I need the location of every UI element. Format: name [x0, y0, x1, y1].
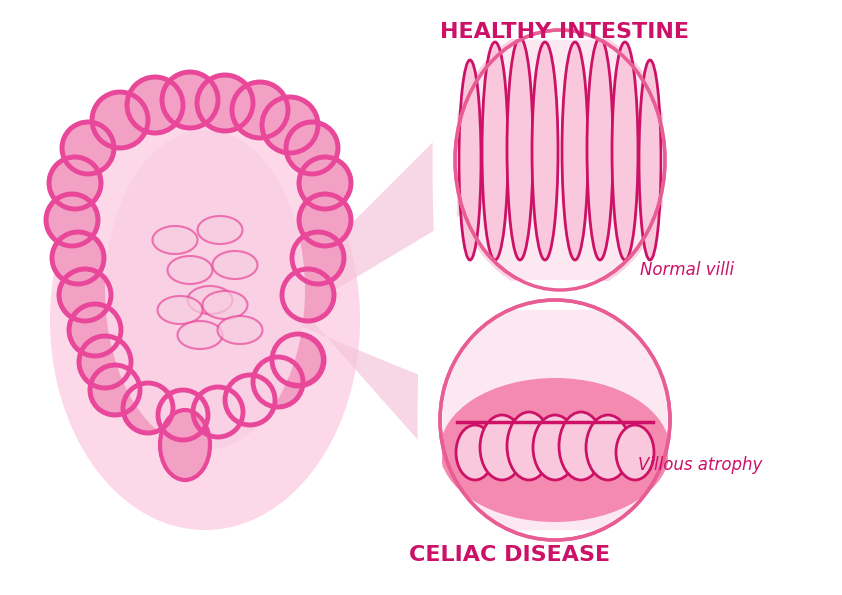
- Text: Normal villi: Normal villi: [640, 261, 734, 279]
- Ellipse shape: [508, 95, 612, 225]
- Ellipse shape: [440, 378, 670, 522]
- Ellipse shape: [455, 30, 665, 290]
- Circle shape: [49, 157, 101, 209]
- Circle shape: [46, 194, 98, 246]
- Ellipse shape: [411, 530, 699, 560]
- Ellipse shape: [105, 130, 305, 450]
- Ellipse shape: [488, 71, 632, 248]
- Ellipse shape: [612, 42, 638, 260]
- Text: CELIAC DISEASE: CELIAC DISEASE: [409, 545, 610, 565]
- Ellipse shape: [663, 0, 688, 322]
- Ellipse shape: [411, 280, 699, 310]
- Circle shape: [79, 336, 131, 388]
- Ellipse shape: [212, 251, 258, 279]
- Ellipse shape: [198, 216, 242, 244]
- Ellipse shape: [616, 425, 654, 480]
- Circle shape: [158, 390, 208, 440]
- Ellipse shape: [507, 412, 551, 480]
- Ellipse shape: [470, 48, 650, 272]
- Ellipse shape: [440, 300, 670, 540]
- Ellipse shape: [587, 38, 613, 260]
- Circle shape: [62, 122, 114, 174]
- Ellipse shape: [429, 280, 691, 310]
- Circle shape: [299, 194, 351, 246]
- Ellipse shape: [202, 291, 248, 319]
- Ellipse shape: [532, 42, 558, 260]
- Ellipse shape: [456, 425, 494, 480]
- Circle shape: [253, 357, 303, 407]
- Ellipse shape: [429, 10, 691, 40]
- Ellipse shape: [482, 42, 508, 260]
- Ellipse shape: [152, 226, 198, 254]
- Ellipse shape: [50, 110, 360, 530]
- Ellipse shape: [459, 60, 481, 260]
- Ellipse shape: [480, 415, 524, 480]
- Ellipse shape: [168, 256, 212, 284]
- Circle shape: [193, 387, 243, 437]
- Circle shape: [162, 72, 218, 128]
- Circle shape: [232, 82, 288, 138]
- Ellipse shape: [639, 60, 661, 260]
- Circle shape: [197, 75, 253, 131]
- Text: Villous atrophy: Villous atrophy: [638, 456, 762, 474]
- Circle shape: [127, 77, 183, 133]
- Circle shape: [90, 365, 140, 415]
- Circle shape: [123, 383, 173, 433]
- Circle shape: [273, 335, 323, 385]
- Ellipse shape: [668, 270, 692, 570]
- Ellipse shape: [178, 321, 222, 349]
- Polygon shape: [285, 90, 485, 320]
- Ellipse shape: [217, 316, 263, 344]
- Ellipse shape: [160, 410, 210, 480]
- Circle shape: [225, 375, 275, 425]
- Circle shape: [292, 232, 344, 284]
- Ellipse shape: [562, 42, 588, 260]
- Circle shape: [69, 304, 121, 356]
- Circle shape: [52, 232, 104, 284]
- Circle shape: [262, 97, 318, 153]
- Polygon shape: [285, 290, 480, 510]
- Ellipse shape: [433, 0, 457, 322]
- Ellipse shape: [450, 25, 669, 295]
- Circle shape: [299, 157, 351, 209]
- Ellipse shape: [157, 296, 202, 324]
- Text: HEALTHY INTESTINE: HEALTHY INTESTINE: [440, 22, 690, 42]
- Ellipse shape: [507, 38, 533, 260]
- Ellipse shape: [418, 270, 443, 570]
- Circle shape: [282, 269, 334, 321]
- Circle shape: [59, 269, 111, 321]
- Circle shape: [286, 122, 338, 174]
- Circle shape: [92, 92, 148, 148]
- Ellipse shape: [559, 412, 603, 480]
- Ellipse shape: [188, 286, 232, 314]
- Ellipse shape: [533, 415, 577, 480]
- Ellipse shape: [586, 415, 630, 480]
